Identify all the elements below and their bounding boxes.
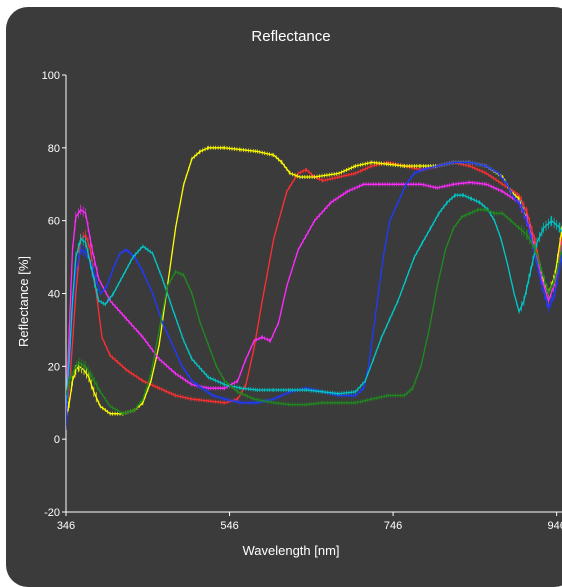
series-error-bars	[66, 160, 562, 426]
series-error-bars	[66, 145, 562, 423]
chart-title: Reflectance	[251, 28, 331, 45]
series-line	[66, 181, 562, 411]
plot-area	[66, 145, 562, 430]
series-error-bars	[66, 193, 562, 408]
series-line	[66, 147, 562, 418]
y-tick-label: 0	[54, 434, 60, 446]
x-axis-label: Wavelength [nm]	[242, 543, 340, 558]
chart-panel: -20 0 20 40 60 80 100 346 546 746 946 Reflectance …	[6, 7, 562, 587]
series-line	[66, 194, 562, 403]
y-tick-label: -20	[44, 507, 60, 519]
x-tick-label: 546	[220, 520, 238, 532]
y-tick-label: 60	[48, 216, 60, 228]
y-tick-label: 20	[48, 361, 60, 373]
series-error-bars	[66, 207, 562, 416]
series-line	[66, 161, 562, 425]
y-tick-label: 40	[48, 289, 60, 301]
x-tick-label: 946	[547, 520, 562, 532]
series-line	[66, 209, 562, 415]
reflectance-chart: -20 0 20 40 60 80 100 346 546 746 946	[42, 70, 562, 532]
x-tick-label: 746	[384, 520, 402, 532]
y-tick-label: 100	[42, 70, 60, 82]
y-tick-label: 80	[48, 143, 60, 155]
y-axis-label: Reflectance [%]	[16, 255, 31, 347]
x-tick-label: 346	[57, 520, 75, 532]
series-line	[66, 161, 562, 422]
